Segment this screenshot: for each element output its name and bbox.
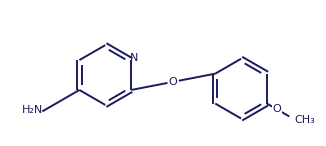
Text: N: N [130,53,139,63]
Text: O: O [273,104,281,114]
Text: CH₃: CH₃ [295,114,315,125]
Text: H₂N: H₂N [22,105,43,115]
Text: O: O [169,77,178,87]
